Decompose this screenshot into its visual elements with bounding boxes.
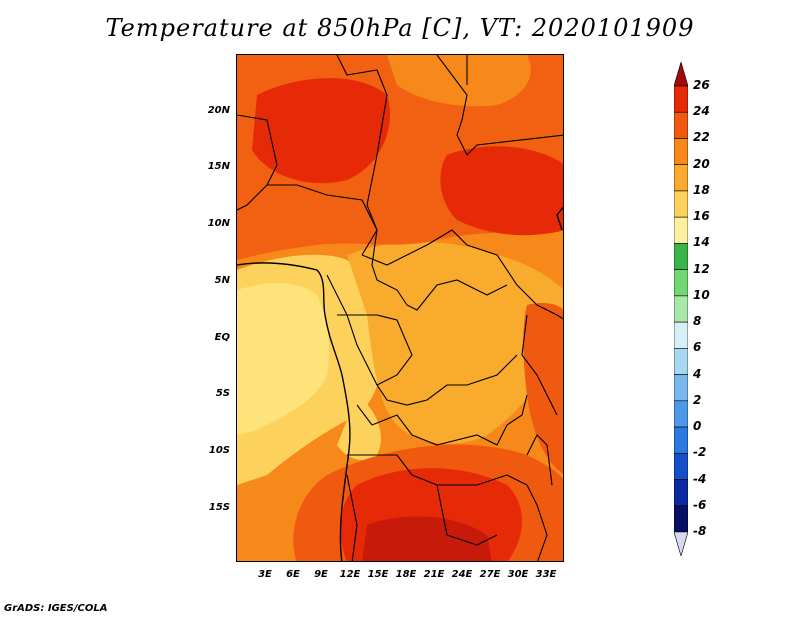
colorbar-label: 10 xyxy=(693,287,710,302)
colorbar-box xyxy=(674,269,688,297)
lon-label-30e: 30E xyxy=(507,569,529,580)
colorbar-label: -4 xyxy=(693,471,707,486)
colorbar-label: 24 xyxy=(693,104,710,119)
colorbar-box xyxy=(674,164,688,192)
lon-label-9e: 9E xyxy=(314,569,328,580)
lon-label-33e: 33E xyxy=(535,569,557,580)
colorbar-label: 6 xyxy=(693,340,702,355)
colorbar-label: 0 xyxy=(693,419,702,434)
colorbar-box xyxy=(674,374,688,402)
colorbar-label: 16 xyxy=(693,209,710,224)
colorbar-box xyxy=(674,452,688,480)
map-plot-area xyxy=(236,54,564,562)
colorbar-label: 18 xyxy=(693,182,710,197)
colorbar-label: 20 xyxy=(693,156,710,171)
lat-label-20n: 20N xyxy=(207,105,230,116)
lat-label-5n: 5N xyxy=(214,275,230,286)
colorbar-label: 26 xyxy=(693,78,710,92)
colorbar-box xyxy=(674,295,688,323)
colorbar-box xyxy=(674,479,688,507)
colorbar-box xyxy=(674,400,688,428)
colorbar-label: 2 xyxy=(693,392,702,407)
lat-label-5s: 5S xyxy=(215,388,230,399)
colorbar-label: 14 xyxy=(693,235,710,250)
temperature-field xyxy=(237,55,563,561)
colorbar-box xyxy=(674,138,688,166)
lon-label-24e: 24E xyxy=(451,569,473,580)
lon-label-18e: 18E xyxy=(395,569,417,580)
colorbar xyxy=(674,62,688,556)
colorbar-box xyxy=(674,321,688,349)
grads-credit: GrADS: IGES/COLA xyxy=(4,603,108,614)
lon-label-3e: 3E xyxy=(258,569,272,580)
lon-label-27e: 27E xyxy=(479,569,501,580)
lat-label-15n: 15N xyxy=(207,161,230,172)
colorbar-box xyxy=(674,85,688,113)
lat-label-eq: EQ xyxy=(214,332,230,343)
lon-label-12e: 12E xyxy=(339,569,361,580)
lat-label-10n: 10N xyxy=(207,218,230,229)
colorbar-label: -2 xyxy=(693,445,707,460)
colorbar-label: -8 xyxy=(693,524,707,538)
colorbar-label: -6 xyxy=(693,497,707,512)
lon-label-15e: 15E xyxy=(367,569,389,580)
lon-label-21e: 21E xyxy=(423,569,445,580)
lat-label-10s: 10S xyxy=(208,445,230,456)
colorbar-max-arrow xyxy=(674,62,688,87)
colorbar-label: 22 xyxy=(693,130,710,145)
chart-title: Temperature at 850hPa [C], VT: 202010190… xyxy=(105,14,695,42)
colorbar-box xyxy=(674,190,688,218)
colorbar-label: 12 xyxy=(693,261,710,276)
colorbar-box xyxy=(674,243,688,270)
lon-label-6e: 6E xyxy=(286,569,300,580)
lat-label-15s: 15S xyxy=(208,502,230,513)
colorbar-label: 8 xyxy=(693,314,702,329)
colorbar-box xyxy=(674,111,688,139)
colorbar-label: 4 xyxy=(693,366,702,381)
colorbar-min-arrow xyxy=(674,531,688,556)
colorbar-box xyxy=(674,505,688,533)
colorbar-box xyxy=(674,426,688,454)
colorbar-box xyxy=(674,348,688,375)
colorbar-box xyxy=(674,216,688,244)
